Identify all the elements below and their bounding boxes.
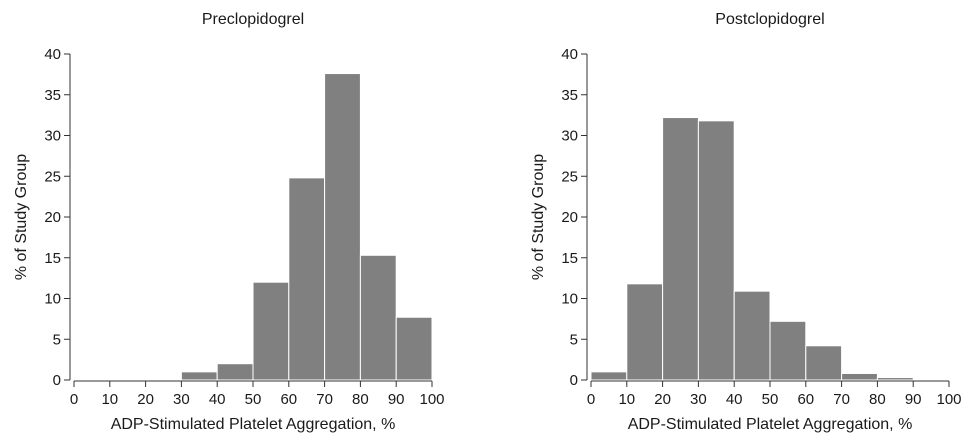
y-tick-label: 35 [44,87,61,104]
x-tick-label: 20 [137,391,154,408]
y-axis: 0 5 10 15 20 25 30 35 40 [561,46,588,389]
x-tick-label: 80 [869,391,886,408]
histogram-bar [697,120,735,381]
histogram-bar [180,371,218,381]
x-tick-label: 40 [726,391,743,408]
x-axis: 0 10 20 30 40 50 60 70 80 90 100 [70,380,445,408]
y-tick-label: 5 [570,331,578,348]
x-tick-label: 60 [280,391,297,408]
y-tick-label: 25 [44,168,61,185]
y-axis-label: % of Study Group [530,154,547,280]
chart-panel-preclopidogrel: Preclopidogrel % of Study Group ADP-Stim… [13,11,445,433]
x-axis-label: ADP-Stimulated Platelet Aggregation, % [628,416,913,433]
x-tick-label: 30 [173,391,190,408]
histogram-bar [626,283,664,381]
histogram-bar [662,117,699,381]
x-tick-label: 90 [905,391,922,408]
x-tick-label: 10 [618,391,635,408]
histogram-bar [733,290,771,381]
x-tick-label: 40 [209,391,226,408]
bars [590,117,914,381]
x-axis: 0 10 20 30 40 50 60 70 80 90 100 [587,380,962,408]
y-tick-label: 15 [44,250,61,267]
x-tick-label: 30 [690,391,707,408]
chart-panel-postclopidogrel: Postclopidogrel % of Study Group ADP-Sti… [530,11,962,433]
y-tick-label: 20 [44,209,61,226]
histogram-bar [805,345,843,381]
histogram-bar [876,377,914,381]
x-tick-label: 20 [654,391,671,408]
x-tick-label: 50 [245,391,262,408]
histogram-bar [841,372,878,381]
y-tick-label: 10 [561,291,578,308]
x-tick-label: 70 [316,391,333,408]
y-axis-label: % of Study Group [13,154,30,280]
histogram-bar [395,316,433,381]
x-axis-label: ADP-Stimulated Platelet Aggregation, % [111,416,396,433]
y-tick-label: 30 [561,128,578,145]
bars [180,73,433,381]
histogram-bar [288,177,326,381]
histogram-bar [590,371,628,381]
y-tick-label: 15 [561,250,578,267]
y-tick-label: 5 [53,331,61,348]
y-tick-label: 10 [44,291,61,308]
x-tick-label: 100 [936,391,961,408]
y-tick-label: 30 [44,128,61,145]
histogram-bar [324,73,361,381]
x-tick-label: 0 [70,391,78,408]
x-tick-label: 80 [352,391,369,408]
y-tick-label: 35 [561,87,578,104]
histogram-bar [216,363,254,381]
y-tick-label: 0 [570,372,578,389]
y-tick-label: 25 [561,168,578,185]
y-tick-label: 20 [561,209,578,226]
chart-title: Preclopidogrel [202,11,304,28]
histogram-bar [252,281,290,381]
x-tick-label: 10 [101,391,118,408]
x-tick-label: 90 [388,391,405,408]
x-tick-label: 50 [762,391,779,408]
y-axis: 0 5 10 15 20 25 30 35 40 [44,46,71,389]
x-tick-label: 0 [587,391,595,408]
chart-title: Postclopidogrel [715,11,824,28]
y-tick-label: 0 [53,372,61,389]
y-tick-label: 40 [561,46,578,63]
y-tick-label: 40 [44,46,61,63]
x-tick-label: 70 [833,391,850,408]
histogram-bar [769,320,807,381]
x-tick-label: 100 [419,391,444,408]
x-tick-label: 60 [797,391,814,408]
histogram-bar [359,254,397,381]
